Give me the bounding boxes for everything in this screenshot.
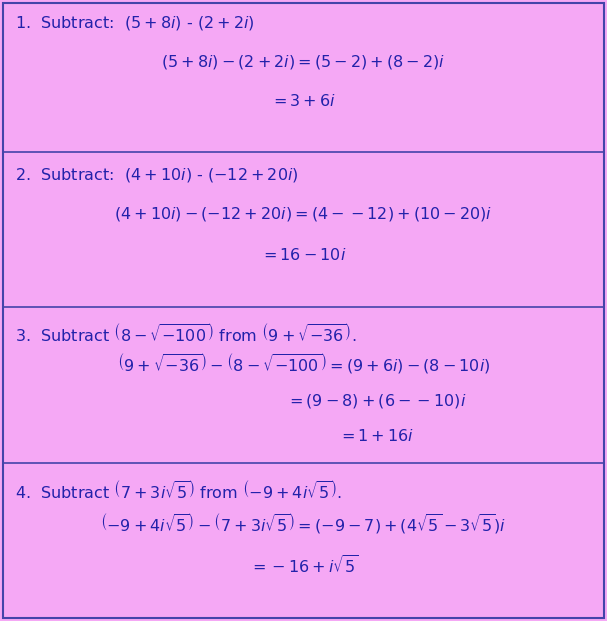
- Text: $= 3+6i$: $= 3+6i$: [271, 93, 336, 109]
- Text: $= (9-8)+(6--10)i$: $= (9-8)+(6--10)i$: [286, 392, 467, 409]
- Text: $= 1+16i$: $= 1+16i$: [338, 428, 415, 444]
- Text: $\left(9+\sqrt{-36}\right)-\left(8-\sqrt{-100}\right) = (9+6i)-(8-10i)$: $\left(9+\sqrt{-36}\right)-\left(8-\sqrt…: [117, 351, 490, 375]
- Text: $= 16-10i$: $= 16-10i$: [260, 247, 347, 263]
- Text: $(4+10i)-(-12+20i) = (4--12)+(10-20)i$: $(4+10i)-(-12+20i) = (4--12)+(10-20)i$: [114, 206, 493, 223]
- Text: $= -16+i\sqrt{5}$: $= -16+i\sqrt{5}$: [249, 555, 358, 578]
- Text: 4.  Subtract $\left(7+3i\sqrt{5}\right)$ from $\left(-9+4i\sqrt{5}\right)$.: 4. Subtract $\left(7+3i\sqrt{5}\right)$ …: [15, 479, 342, 502]
- Text: $\left(-9+4i\sqrt{5}\right)-\left(7+3i\sqrt{5}\right) = (-9-7)+(4\sqrt{5}-3\sqrt: $\left(-9+4i\sqrt{5}\right)-\left(7+3i\s…: [100, 511, 507, 535]
- Text: 2.  Subtract:  $(4 + 10i)$ - $(-12 + 20i)$: 2. Subtract: $(4 + 10i)$ - $(-12 + 20i)$: [15, 166, 299, 184]
- Text: $(5+8i)-(2+2i) = (5-2)+(8-2)i$: $(5+8i)-(2+2i) = (5-2)+(8-2)i$: [161, 53, 446, 71]
- Text: 1.  Subtract:  $(5 + 8i)$ - $(2 + 2i)$: 1. Subtract: $(5 + 8i)$ - $(2 + 2i)$: [15, 14, 255, 32]
- Text: 3.  Subtract $\left(8-\sqrt{-100}\right)$ from $\left(9+\sqrt{-36}\right)$.: 3. Subtract $\left(8-\sqrt{-100}\right)$…: [15, 323, 357, 345]
